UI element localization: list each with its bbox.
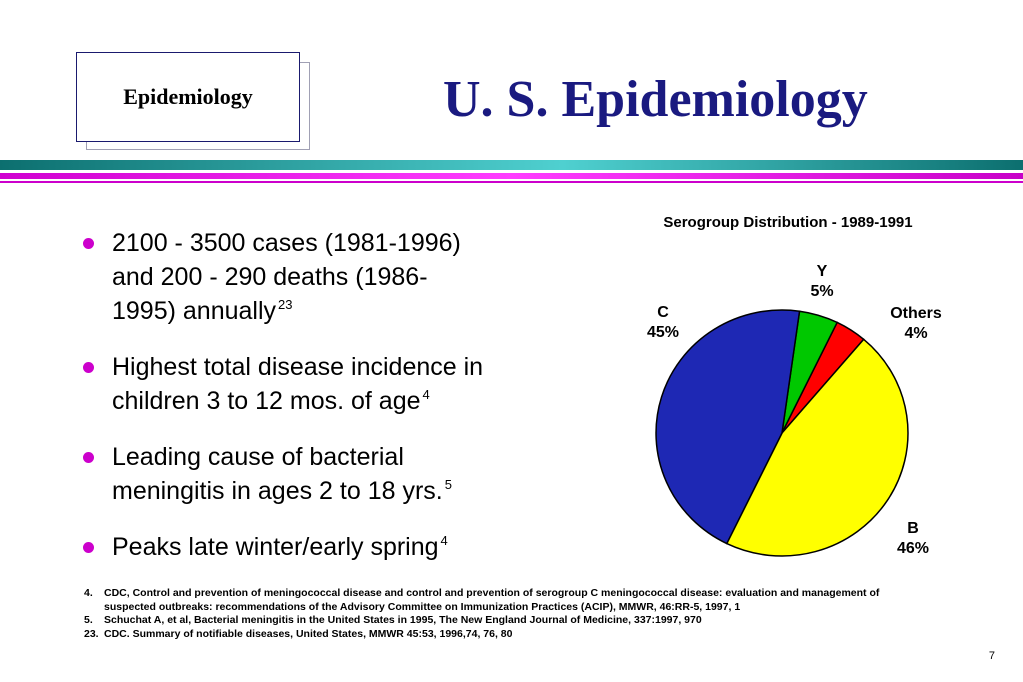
pie-slice-value-b: 46% [897, 540, 929, 557]
pie-slices [655, 309, 909, 557]
slide-title: U. S. Epidemiology [443, 71, 868, 128]
section-badge-label: Epidemiology [123, 84, 253, 109]
magenta-divider-bar [0, 173, 1023, 179]
magenta-thin-line [0, 181, 1023, 183]
pie-slice-name-b: B [907, 520, 919, 537]
bullet-line: and 200 - 290 deaths (1986- [112, 263, 428, 291]
footnote-text: CDC. Summary of notifiable diseases, Uni… [104, 627, 513, 640]
bullet-line: 2100 - 3500 cases (1981-1996) [112, 229, 461, 257]
bullet-item: 2100 - 3500 cases (1981-1996) and 200 - … [80, 226, 580, 328]
section-badge: Epidemiology [76, 52, 300, 142]
serogroup-pie-chart: Serogroup Distribution - 1989-1991 Y 5% Ot… [647, 214, 942, 557]
bullet-dot-icon [83, 238, 94, 249]
bullet-dot-icon [83, 542, 94, 553]
reference-number: 4 [422, 387, 430, 402]
bullet-list: 2100 - 3500 cases (1981-1996) and 200 - … [80, 226, 580, 586]
footnote: 23. CDC. Summary of notifiable diseases,… [84, 628, 984, 642]
footnote-line: suspected outbreaks: recommendations of … [104, 600, 741, 613]
bullet-line: Highest total disease incidence in [112, 353, 484, 381]
footnote-number: 5. [84, 614, 93, 626]
reference-number: 23 [278, 297, 293, 312]
bullet-item: Leading cause of bacterial meningitis in… [80, 440, 580, 508]
bullet-line: 1995) annually [112, 297, 277, 325]
pie-slice-value-others: 4% [904, 325, 927, 342]
bullet-item: Highest total disease incidence in child… [80, 350, 580, 418]
bullet-dot-icon [83, 362, 94, 373]
bullet-line: Peaks late winter/early spring [112, 533, 439, 561]
footnote: 4. CDC, Control and prevention of mening… [84, 587, 984, 614]
pie-slice-b [725, 338, 909, 557]
bullet-line: Leading cause of bacterial [112, 443, 404, 471]
pie-labels: Y 5% Others 4% B 46% C 45% [647, 263, 942, 557]
bullet-item: Peaks late winter/early spring 4 [80, 530, 580, 564]
pie-slice-name-c: C [657, 304, 669, 321]
pie-slice-c [655, 309, 801, 545]
chart-title: Serogroup Distribution - 1989-1991 [663, 214, 912, 231]
teal-divider-bar [0, 160, 1023, 170]
bullet-dot-icon [83, 452, 94, 463]
footnote-text: CDC, Control and prevention of meningoco… [104, 587, 984, 614]
footnote-line: CDC, Control and prevention of meningoco… [104, 587, 880, 599]
bullet-line: meningitis in ages 2 to 18 yrs. [112, 477, 443, 505]
pie-slice-name-y: Y [817, 263, 828, 280]
bullet-line: children 3 to 12 mos. of age [112, 387, 421, 415]
pie-slice-value-c: 45% [647, 324, 679, 341]
pie-slice-name-others: Others [890, 305, 942, 322]
reference-number: 5 [444, 477, 452, 492]
page-number: 7 [988, 650, 995, 662]
divider-gap [0, 170, 1023, 173]
footnotes: 4. CDC, Control and prevention of mening… [84, 587, 984, 641]
footnote-number: 23. [84, 627, 99, 640]
footnote: 5. Schuchat A, et al, Bacterial meningit… [84, 614, 984, 628]
footnote-number: 4. [84, 587, 93, 599]
pie-slice-value-y: 5% [810, 283, 833, 300]
footnote-text: Schuchat A, et al, Bacterial meningitis … [104, 614, 702, 626]
reference-number: 4 [440, 533, 448, 548]
